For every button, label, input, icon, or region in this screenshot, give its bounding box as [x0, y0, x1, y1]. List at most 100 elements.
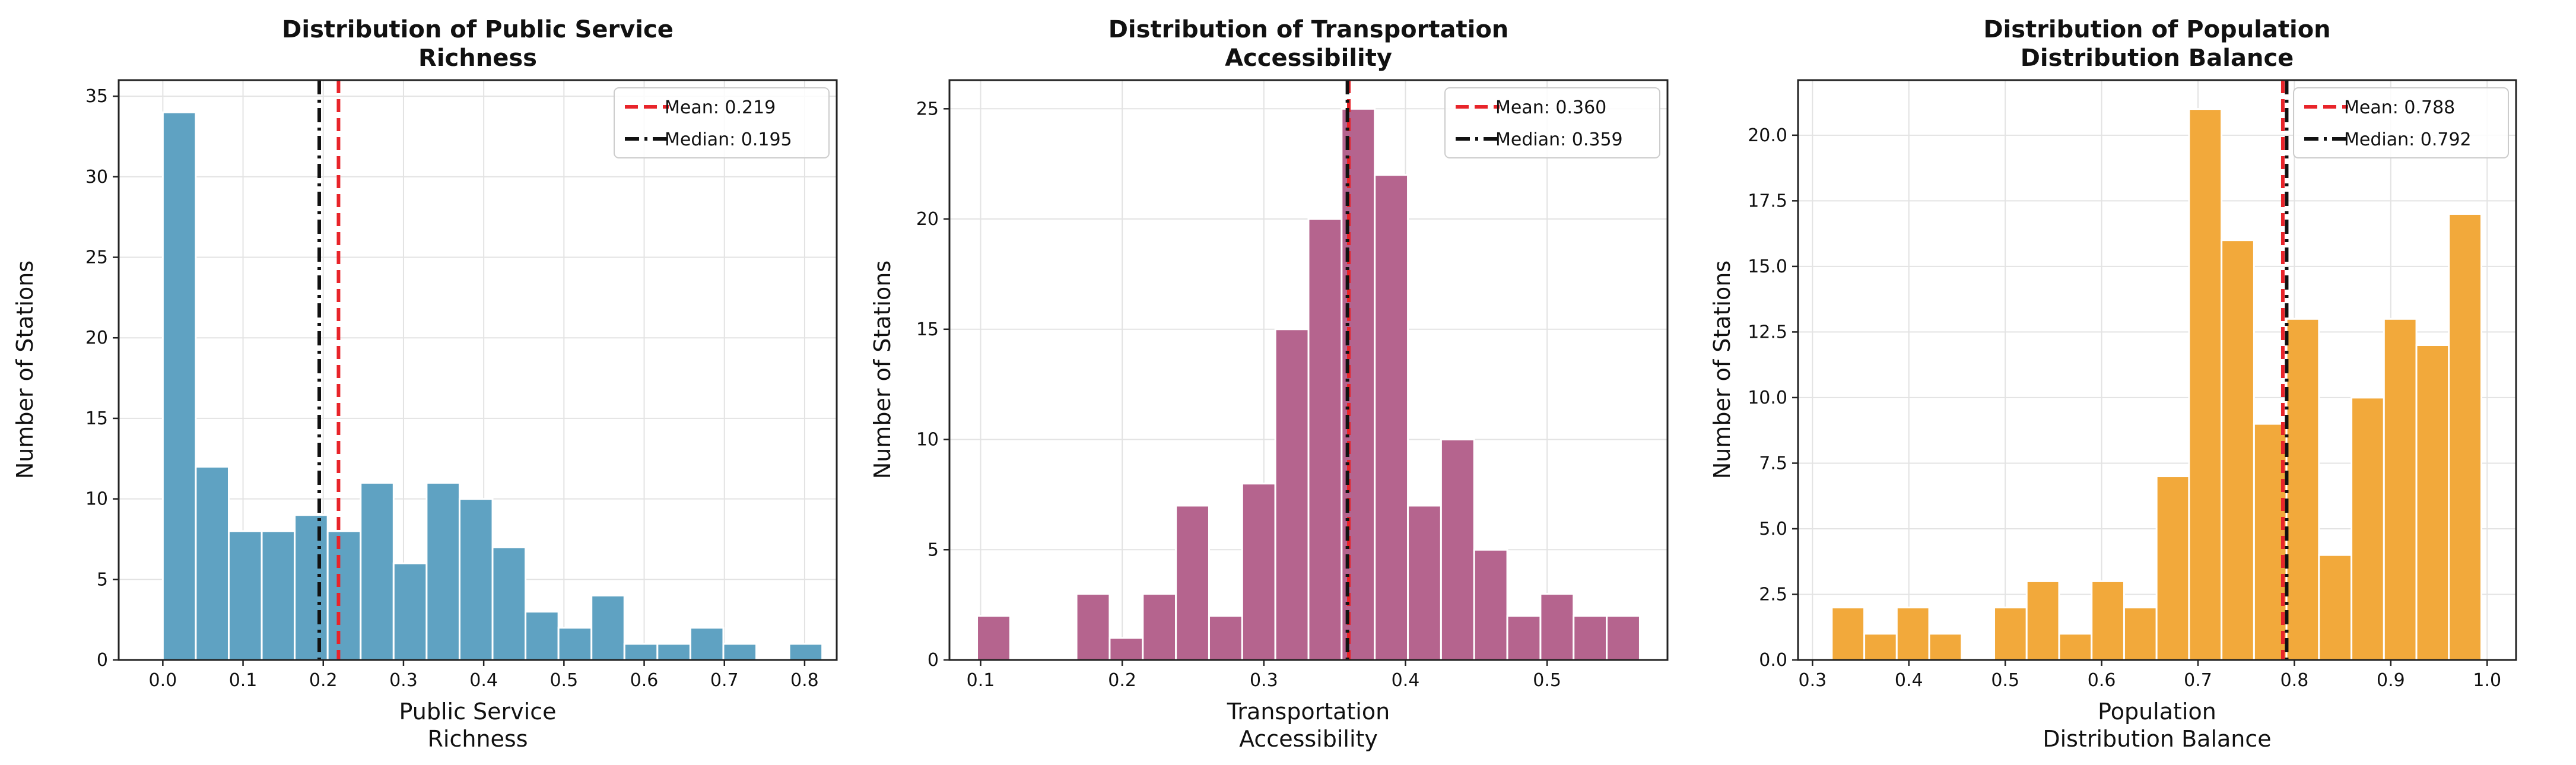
chart-title-line-2: Richness — [418, 45, 537, 72]
histogram-bar — [2285, 318, 2320, 661]
y-tick-label: 15 — [85, 408, 108, 429]
x-tick-label: 0.8 — [2280, 670, 2309, 691]
y-tick-label: 20 — [85, 328, 108, 348]
histogram-bar — [2448, 212, 2483, 661]
chart-title-line-1: Distribution of Public Service — [282, 16, 674, 43]
x-tick-label: 0.8 — [790, 670, 819, 691]
axes-frame — [948, 79, 1669, 661]
histogram-bar — [195, 465, 230, 661]
histogram-bar — [788, 643, 824, 661]
x-tick-label: 0.4 — [1392, 670, 1420, 691]
histogram-bar — [656, 643, 691, 661]
histogram-bar — [1473, 548, 1508, 661]
y-tick-label: 30 — [85, 167, 108, 188]
x-tick-label: 0.4 — [469, 670, 498, 691]
y-tick-label: 12.5 — [1748, 322, 1787, 342]
x-tick-label: 0.2 — [309, 670, 338, 691]
histogram-bar — [623, 643, 659, 661]
histogram-bar — [2188, 108, 2223, 661]
x-tick-label: 0.3 — [1250, 670, 1278, 691]
y-tick-label: 5.0 — [1759, 519, 1787, 539]
y-axis-label: Number of Stations — [1709, 261, 1735, 479]
histogram-bar — [1241, 483, 1276, 661]
histogram-bar — [1440, 439, 1475, 661]
histogram-bar — [1407, 504, 1442, 661]
histogram-bar — [2091, 580, 2125, 661]
x-tick-label: 0.7 — [2184, 670, 2212, 691]
histogram-bar — [1539, 593, 1575, 661]
x-tick-label: 0.3 — [1799, 670, 1827, 691]
y-tick-label: 35 — [85, 86, 108, 107]
histogram-bar — [2318, 554, 2353, 661]
chart-title-line-1: Distribution of Population — [1983, 16, 2330, 43]
x-tick-label: 0.0 — [148, 670, 177, 691]
panel-transportation: 0.1 0.2 0.3 0.4 0.5 0 5 10 15 20 25 Distribution o… — [869, 16, 1669, 752]
x-axis-label-line-2: Richness — [428, 726, 528, 752]
y-axis-label: Number of Stations — [12, 261, 38, 479]
legend-mean-label: Mean: 0.219 — [665, 97, 776, 118]
histogram-bar — [1274, 328, 1310, 661]
histogram-bar — [2351, 396, 2385, 661]
histogram-bar — [2123, 607, 2158, 661]
histogram-bar — [1928, 633, 1963, 661]
histogram-bar — [1374, 174, 1409, 661]
histogram-bar — [976, 615, 1011, 661]
x-axis-label-line-2: Distribution Balance — [2043, 726, 2271, 752]
histogram-bar — [1075, 593, 1111, 661]
y-tick-label: 20.0 — [1748, 125, 1787, 146]
histogram-bar — [360, 481, 395, 661]
histogram-bar — [2025, 580, 2060, 661]
y-tick-label: 0.0 — [1759, 650, 1787, 671]
chart-title-line-2: Distribution Balance — [2021, 45, 2294, 72]
histogram-bar — [261, 530, 296, 661]
histogram-bar — [689, 627, 725, 661]
histogram-bar — [1895, 607, 1930, 661]
y-tick-label: 7.5 — [1759, 453, 1787, 474]
legend-median-label: Median: 0.195 — [665, 129, 792, 150]
histogram-bar — [525, 611, 560, 661]
axes-frame — [117, 79, 838, 661]
x-tick-label: 0.9 — [2377, 670, 2405, 691]
histogram-bar — [2221, 239, 2255, 661]
x-tick-label: 0.7 — [710, 670, 739, 691]
y-tick-label: 0 — [97, 650, 108, 671]
y-tick-label: 2.5 — [1759, 584, 1787, 605]
y-tick-label: 5 — [97, 569, 108, 590]
y-tick-label: 17.5 — [1748, 191, 1787, 211]
y-tick-label: 10 — [85, 489, 108, 510]
x-axis-label-line-1: Population — [2098, 699, 2216, 725]
x-tick-label: 0.5 — [1991, 670, 2019, 691]
legend-median-label: Median: 0.792 — [2344, 129, 2472, 150]
y-tick-label: 10.0 — [1748, 388, 1787, 408]
y-tick-label: 15 — [916, 319, 939, 340]
x-tick-label: 0.2 — [1108, 670, 1136, 691]
y-tick-label: 10 — [916, 430, 939, 450]
histogram-bar — [2415, 344, 2450, 661]
histogram-bar — [1307, 218, 1343, 661]
x-tick-label: 1.0 — [2473, 670, 2501, 691]
panel-public-service: 0.0 0.1 0.2 0.3 0.4 0.5 0.6 0.7 0.8 0 5 10 15 20 25 30 3… — [12, 16, 838, 752]
histogram-bar — [1341, 107, 1376, 661]
histogram-bar — [1175, 504, 1210, 661]
axes-frame — [1797, 79, 2517, 661]
legend-mean-label: Mean: 0.360 — [1495, 97, 1606, 118]
histogram-bar — [590, 594, 625, 661]
histogram-bar — [722, 643, 758, 661]
chart-title-line-2: Accessibility — [1225, 45, 1392, 72]
y-axis-label: Number of Stations — [869, 261, 895, 479]
histogram-bar — [2383, 318, 2418, 661]
y-tick-label: 25 — [85, 247, 108, 268]
x-tick-label: 0.6 — [630, 670, 659, 691]
x-tick-label: 0.6 — [2088, 670, 2116, 691]
legend-mean-label: Mean: 0.788 — [2344, 97, 2455, 118]
legend-median-label: Median: 0.359 — [1495, 129, 1623, 150]
histogram-bar — [294, 514, 329, 661]
chart-title-line-1: Distribution of Transportation — [1108, 16, 1509, 43]
histogram-bar — [1863, 633, 1898, 661]
histogram-bar — [1831, 607, 1866, 661]
x-axis-label-line-1: Public Service — [399, 699, 557, 725]
x-tick-label: 0.3 — [389, 670, 418, 691]
x-axis-label-line-2: Accessibility — [1239, 726, 1378, 752]
x-tick-label: 0.5 — [549, 670, 578, 691]
